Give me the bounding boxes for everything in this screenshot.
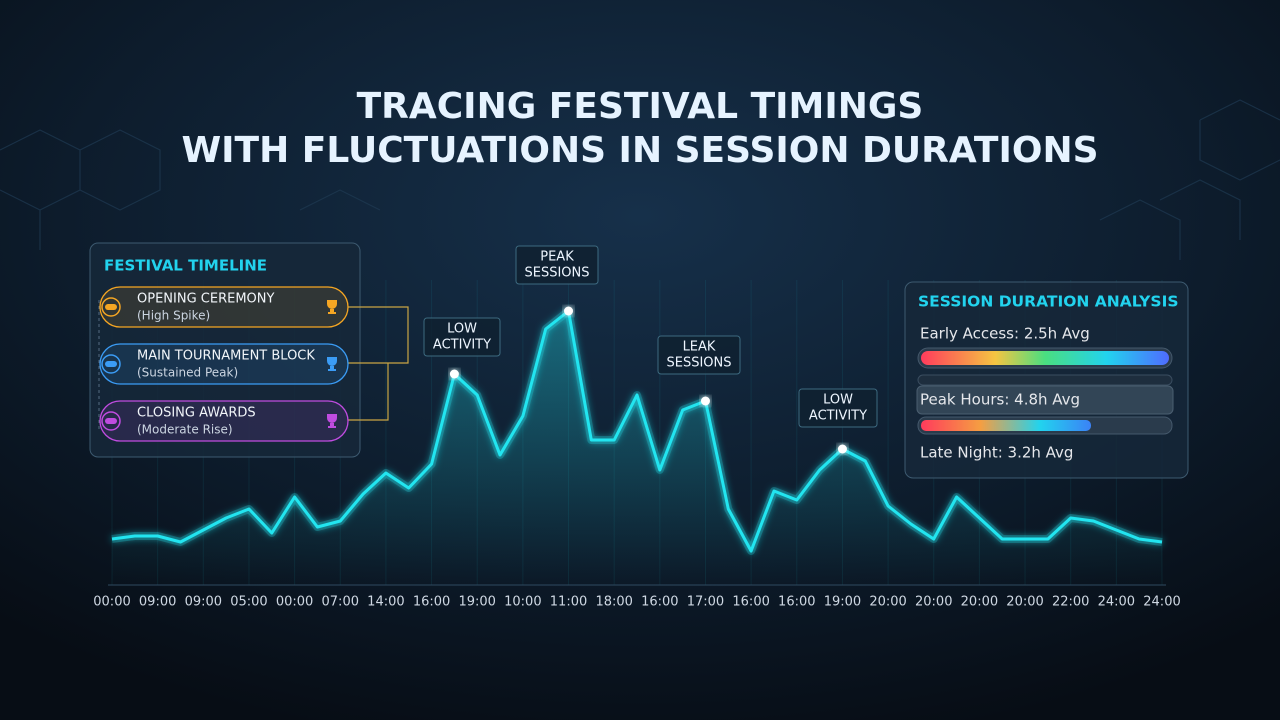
row-label: Peak Hours: 4.8h Avg xyxy=(920,391,1080,409)
trophy-icon xyxy=(327,414,337,428)
row-label: Early Access: 2.5h Avg xyxy=(920,325,1090,343)
hex-decor xyxy=(0,99,1280,260)
line xyxy=(111,309,1163,553)
panel-box xyxy=(89,242,361,458)
annotation-box xyxy=(423,317,501,357)
x-tick-label: 20:00 xyxy=(961,595,998,610)
item-title: MAIN TOURNAMENT BLOCK xyxy=(137,349,315,364)
x-tick-label: 24:00 xyxy=(1098,595,1135,610)
line-chart: 00:00 09:00 09:00 05:00 00:00 07:00 14:00 16:00… xyxy=(93,245,1181,610)
highlight-dot xyxy=(700,396,710,406)
title-line: TRACING FESTIVAL TIMINGS xyxy=(357,86,924,127)
item-icon xyxy=(101,411,121,431)
duration-panel: SESSION DURATION ANALYSIS Early Access: … xyxy=(904,281,1189,479)
x-tick-label: 10:00 xyxy=(504,595,541,610)
timeline-item xyxy=(99,343,349,385)
x-tick-label: 17:00 xyxy=(687,595,724,610)
timeline-panel: FESTIVAL TIMELINE OPENING CEREMONY (High … xyxy=(89,242,409,458)
item-subtitle: (Sustained Peak) xyxy=(137,366,238,380)
item-icon xyxy=(105,418,117,424)
annotation-text: ACTIVITY xyxy=(433,338,491,353)
bar-fill xyxy=(921,420,1091,431)
item-icon xyxy=(105,361,117,367)
bar-track xyxy=(917,374,1173,386)
x-tick-label: 16:00 xyxy=(732,595,769,610)
annotation-box xyxy=(657,335,741,375)
timeline-item xyxy=(99,286,349,328)
trophy-icon xyxy=(327,300,337,314)
x-tick-label: 16:00 xyxy=(413,595,450,610)
x-tick-label: 09:00 xyxy=(139,595,176,610)
title-line: WITH FLUCTUATIONS IN SESSION DURATIONS xyxy=(181,130,1098,171)
highlight-dot xyxy=(449,369,459,379)
annotation-text: LOW xyxy=(823,393,853,408)
trophy-icon xyxy=(327,357,337,371)
item-subtitle: (Moderate Rise) xyxy=(137,423,233,437)
bar-fill xyxy=(921,351,1169,365)
x-tick-label: 19:00 xyxy=(458,595,495,610)
x-tick-label: 20:00 xyxy=(869,595,906,610)
annotation-text: ACTIVITY xyxy=(809,409,867,424)
item-title: CLOSING AWARDS xyxy=(137,406,256,421)
x-tick-label: 09:00 xyxy=(185,595,222,610)
timeline-connector xyxy=(348,306,409,421)
x-tick-label: 19:00 xyxy=(824,595,861,610)
x-tick-label: 05:00 xyxy=(230,595,267,610)
item-subtitle: (High Spike) xyxy=(137,309,210,323)
item-title: OPENING CEREMONY xyxy=(137,292,274,307)
timeline-item xyxy=(99,400,349,442)
x-tick-label: 20:00 xyxy=(915,595,952,610)
row-highlight xyxy=(916,385,1174,415)
x-tick-label: 07:00 xyxy=(322,595,359,610)
x-tick-label: 11:00 xyxy=(550,595,587,610)
x-tick-label: 16:00 xyxy=(641,595,678,610)
x-tick-label: 18:00 xyxy=(595,595,632,610)
item-icon xyxy=(105,304,117,310)
x-tick-label: 00:00 xyxy=(93,595,130,610)
x-tick-label: 14:00 xyxy=(367,595,404,610)
annotation-text: LOW xyxy=(447,322,477,337)
annotation-box xyxy=(798,388,878,428)
x-tick-label: 24:00 xyxy=(1143,595,1180,610)
annotation-text: SESSIONS xyxy=(666,356,731,371)
annotation-box xyxy=(515,245,599,285)
annotation-text: PEAK xyxy=(540,250,574,265)
annotation-text: LEAK xyxy=(683,340,716,355)
item-icon xyxy=(101,354,121,374)
highlight-dot xyxy=(564,306,574,316)
x-tick-label: 20:00 xyxy=(1006,595,1043,610)
panel-title: FESTIVAL TIMELINE xyxy=(104,257,267,275)
x-tick-label: 00:00 xyxy=(276,595,313,610)
annotation-text: SESSIONS xyxy=(524,266,589,281)
x-tick-label: 16:00 xyxy=(778,595,815,610)
highlight-dot xyxy=(837,444,847,454)
row-label: Late Night: 3.2h Avg xyxy=(920,444,1073,462)
x-tick-label: 22:00 xyxy=(1052,595,1089,610)
panel-title: SESSION DURATION ANALYSIS xyxy=(918,293,1179,311)
item-icon xyxy=(101,297,121,317)
